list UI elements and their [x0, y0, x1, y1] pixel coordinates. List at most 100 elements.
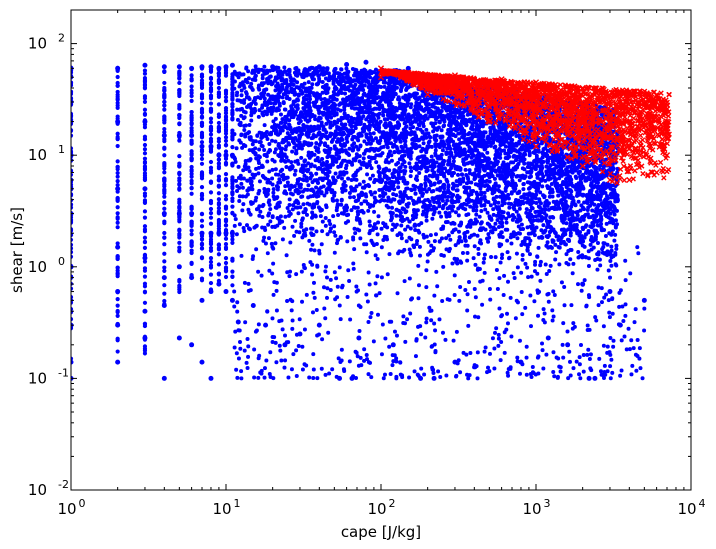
blue-cloud-point: [551, 289, 556, 294]
blue-column-point: [177, 112, 182, 118]
blue-column-point: [162, 99, 167, 105]
blue-column-point: [142, 227, 148, 232]
blue-cloud-point: [536, 204, 541, 209]
blue-column-point: [177, 138, 182, 143]
blue-cloud-point: [249, 137, 254, 142]
blue-cloud-point: [553, 257, 558, 262]
blue-cloud-point: [586, 229, 591, 234]
blue-column-point: [208, 106, 214, 112]
blue-cloud-point: [368, 189, 373, 194]
blue-cloud-point: [360, 79, 365, 84]
blue-column-point: [216, 221, 222, 226]
blue-cloud-point: [247, 169, 252, 174]
blue-column-point: [189, 185, 194, 191]
blue-cloud-point: [588, 242, 593, 247]
blue-cloud-point: [336, 213, 341, 218]
blue-cloud-point: [613, 232, 618, 237]
blue-column-point: [230, 283, 235, 288]
blue-cloud-point: [556, 238, 561, 242]
blue-column-point: [177, 289, 182, 295]
blue-cloud-point: [302, 173, 307, 178]
blue-cloud-point: [247, 130, 252, 135]
blue-column-point: [115, 159, 120, 164]
blue-cloud-point: [396, 185, 401, 190]
blue-cloud-point: [256, 158, 261, 163]
blue-column-point: [162, 126, 167, 132]
blue-column-point: [189, 157, 194, 162]
blue-column-point: [115, 338, 120, 343]
blue-column-point: [71, 317, 74, 322]
blue-cloud-point: [538, 278, 543, 283]
blue-cloud-point: [341, 211, 346, 216]
blue-cloud-point: [267, 202, 272, 207]
blue-column-point: [199, 191, 205, 197]
blue-cloud-point: [416, 185, 421, 190]
blue-column-point: [115, 174, 120, 179]
blue-column-point: [189, 261, 194, 266]
blue-column-point: [162, 265, 167, 270]
blue-column-point: [115, 303, 120, 308]
blue-column-point: [230, 104, 235, 109]
blue-cloud-point: [376, 112, 381, 117]
blue-column-point: [199, 140, 205, 145]
blue-column-point: [115, 74, 120, 80]
blue-cloud-point: [358, 166, 363, 171]
blue-cloud-point: [379, 245, 384, 250]
blue-cloud-point: [509, 241, 514, 246]
blue-cloud-point: [294, 85, 299, 90]
blue-column-point: [230, 76, 235, 81]
blue-column-point: [189, 228, 194, 233]
blue-cloud-point: [354, 155, 359, 160]
blue-cloud-point: [324, 82, 329, 87]
blue-column-point: [199, 267, 205, 273]
blue-cloud-point: [267, 198, 272, 203]
blue-column-point: [115, 182, 120, 188]
blue-cloud-point: [444, 152, 449, 157]
blue-column-point: [142, 235, 148, 240]
blue-cloud-point: [353, 126, 358, 131]
blue-column-point: [142, 111, 148, 116]
blue-cloud-point: [236, 164, 241, 169]
blue-cloud-point: [521, 187, 526, 192]
blue-cloud-point: [532, 233, 537, 238]
blue-column-point: [199, 185, 205, 190]
blue-cloud-point: [232, 213, 237, 218]
blue-cloud-point: [278, 112, 283, 117]
blue-cloud-point: [348, 195, 353, 200]
blue-cloud-point: [512, 275, 517, 280]
blue-cloud-point: [310, 226, 315, 231]
blue-cloud-point: [538, 190, 543, 195]
blue-column-point: [162, 130, 167, 135]
blue-column-point: [142, 300, 148, 305]
blue-cloud-point: [468, 224, 473, 229]
blue-column-point: [177, 87, 182, 93]
blue-cloud-point: [514, 209, 519, 214]
blue-cloud-point: [531, 150, 536, 155]
blue-column-point: [208, 93, 214, 98]
blue-column-point: [230, 196, 235, 201]
blue-column-point: [208, 132, 214, 137]
blue-column-point: [162, 182, 167, 187]
blue-cloud-point: [564, 221, 569, 226]
blue-cloud-point: [311, 232, 316, 237]
blue-column-point: [208, 237, 214, 242]
blue-cloud-point: [270, 214, 275, 219]
blue-column-point: [216, 200, 222, 206]
blue-cloud-point: [552, 292, 557, 297]
blue-column-point: [115, 313, 120, 318]
blue-column-point: [162, 242, 167, 247]
blue-cloud-point: [408, 105, 413, 110]
blue-cloud-point: [482, 252, 487, 257]
blue-column-point: [208, 85, 214, 91]
blue-column-point: [162, 170, 167, 175]
blue-column-point: [142, 193, 148, 198]
blue-cloud-point: [239, 132, 244, 137]
blue-cloud-point: [580, 172, 585, 177]
blue-column-point: [162, 103, 167, 108]
blue-cloud-point: [367, 184, 372, 189]
blue-cloud-point: [547, 219, 552, 224]
blue-column-point: [208, 116, 214, 121]
blue-cloud-point: [316, 205, 321, 210]
blue-cloud-point: [263, 176, 268, 181]
blue-cloud-point: [467, 235, 472, 240]
